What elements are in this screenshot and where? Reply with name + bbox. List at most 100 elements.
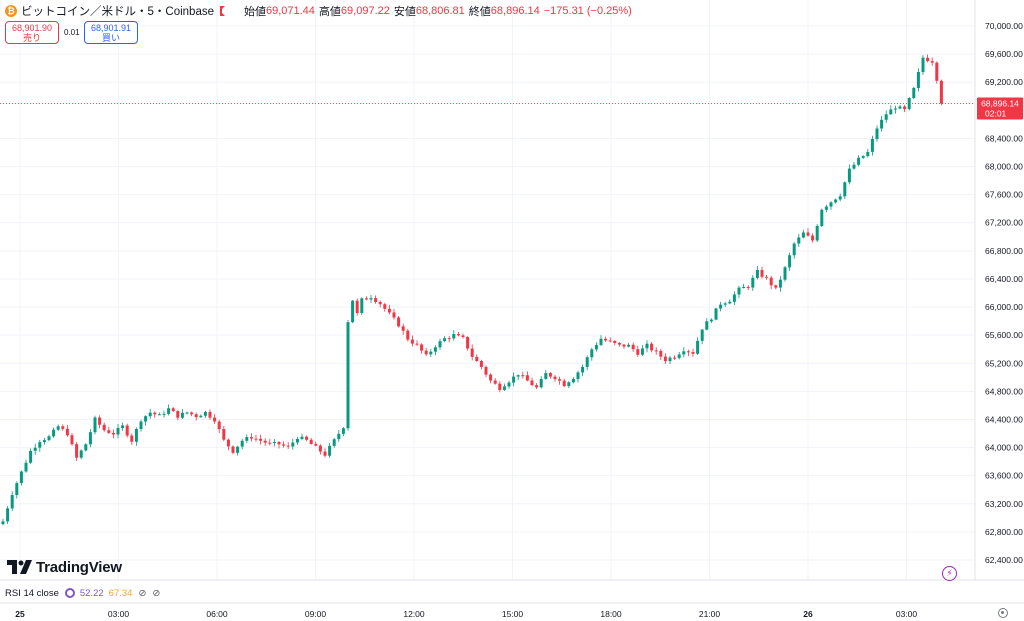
candle (6, 506, 10, 524)
candle (167, 404, 171, 416)
candle (829, 201, 833, 210)
candle (875, 125, 879, 142)
candle (328, 443, 332, 458)
open-label: 始値 (243, 6, 266, 18)
y-tick-label: 70,000.00 (985, 21, 1023, 31)
candle (562, 378, 566, 388)
candle (222, 426, 226, 442)
candle (203, 410, 207, 418)
tradingview-logo-icon (7, 560, 32, 574)
candle (489, 373, 493, 384)
sell-button[interactable]: 68,901.90 売り (5, 21, 59, 44)
candle (760, 266, 764, 279)
candle (903, 104, 907, 113)
candle (378, 300, 382, 308)
candle (240, 438, 244, 450)
rsi-legend: RSI 14 close 52.22 67.34 ⊘ ⊘ (5, 587, 166, 599)
rsi-label[interactable]: RSI 14 close (5, 587, 59, 599)
y-tick-label: 69,200.00 (985, 77, 1023, 87)
candle (590, 347, 594, 361)
candle (466, 336, 470, 351)
candle (889, 105, 893, 115)
candle (576, 370, 580, 383)
candle (677, 351, 681, 360)
candle (585, 355, 589, 371)
candle (15, 481, 19, 499)
low-label: 安値 (393, 6, 416, 18)
close-label: 終値 (468, 6, 491, 18)
candle (645, 340, 649, 353)
x-tick-label: 12:00 (403, 609, 425, 619)
candle (535, 383, 539, 390)
buy-button[interactable]: 68,901.91 買い (84, 21, 138, 44)
candle (935, 61, 939, 84)
candle (397, 316, 401, 328)
candle (558, 376, 562, 385)
candle (346, 320, 350, 431)
candle (272, 439, 276, 447)
candle (249, 433, 253, 442)
spread-value: 0.01 (64, 28, 80, 37)
candle (47, 434, 51, 442)
lightning-icon[interactable]: ⚡ (942, 566, 957, 581)
candle (769, 275, 773, 290)
candle (351, 299, 355, 324)
candle (180, 409, 184, 419)
candle (746, 285, 750, 291)
x-tick-label: 03:00 (108, 609, 130, 619)
hidden-plot-icon[interactable]: ⊘ (138, 587, 147, 599)
hidden-plot-icon[interactable]: ⊘ (152, 587, 161, 599)
candle (521, 371, 525, 379)
candle (594, 342, 598, 352)
candle (245, 434, 249, 443)
tradingview-logo[interactable]: TradingView (7, 558, 122, 576)
candle (401, 323, 405, 335)
x-tick-label: 15:00 (502, 609, 524, 619)
candle (337, 430, 341, 442)
candle (433, 345, 437, 356)
flag-icon[interactable] (219, 6, 230, 16)
candle (820, 208, 824, 228)
candle (65, 424, 69, 437)
candle (636, 345, 640, 357)
candle (420, 343, 424, 354)
y-tick-label: 66,000.00 (985, 302, 1023, 312)
candle (305, 435, 309, 442)
candle (723, 301, 727, 308)
candle (217, 419, 221, 433)
candle (838, 193, 842, 202)
y-tick-label: 62,800.00 (985, 527, 1023, 537)
candle (700, 328, 704, 345)
high-value: 69,097.22 (340, 5, 390, 17)
gear-icon[interactable] (998, 608, 1008, 618)
candle (553, 375, 557, 382)
candle (705, 318, 709, 331)
candle (613, 339, 617, 346)
candle (268, 438, 272, 446)
price-axis: 62,400.00 62,800.00 63,200.00 63,600.00 64,0… (985, 21, 1023, 565)
high-label: 高値 (318, 6, 341, 18)
close-value: 68,896.14 (490, 5, 540, 17)
candle (893, 105, 897, 114)
candle (194, 412, 198, 421)
candle (10, 491, 14, 512)
candle (199, 414, 203, 418)
candle (525, 371, 529, 382)
candle (323, 448, 327, 458)
candle (144, 415, 148, 426)
candle (387, 304, 391, 315)
candle (314, 441, 318, 447)
rsi-indicator-icon (64, 588, 75, 598)
candle (93, 415, 97, 435)
candle (479, 359, 483, 370)
candle (153, 411, 157, 418)
x-tick-label: 09:00 (305, 609, 327, 619)
candle (843, 181, 847, 200)
symbol-title[interactable]: ビットコイン／米ドル・5・Coinbase (21, 6, 214, 18)
candle (19, 470, 23, 486)
candle (213, 414, 217, 424)
candle (364, 296, 368, 301)
candle (493, 378, 497, 385)
candle (539, 376, 543, 389)
